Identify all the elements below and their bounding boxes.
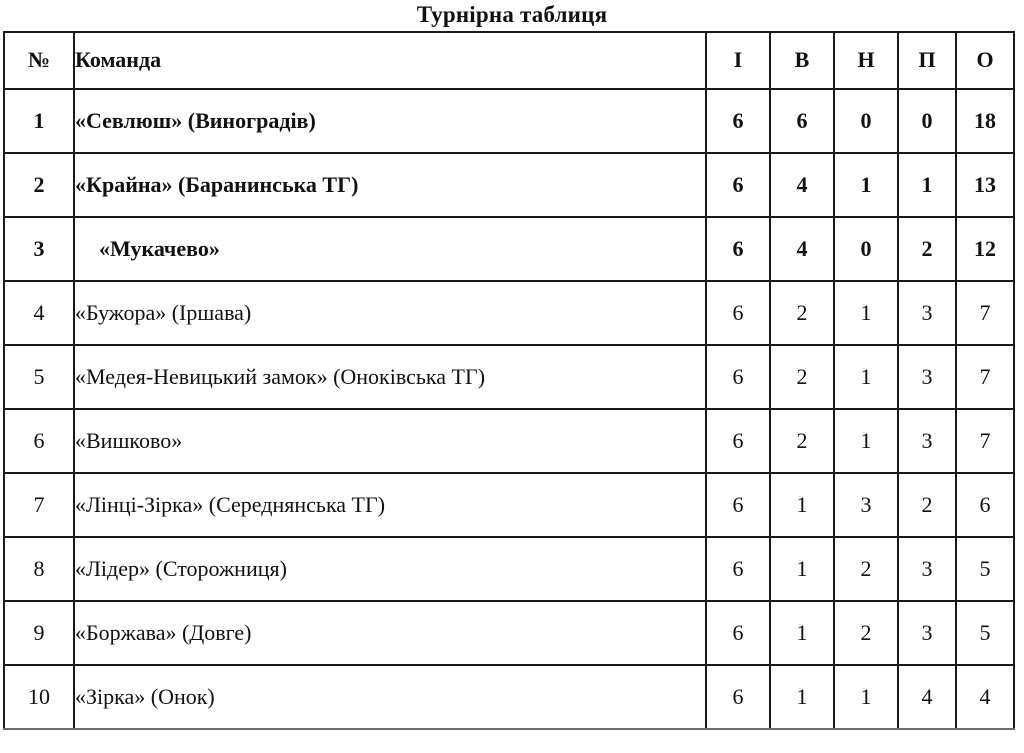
table-row: 6 «Вишково» 6 2 1 3 7 bbox=[3, 408, 1015, 474]
page-title: Турнірна таблиця bbox=[416, 2, 608, 27]
cell-wins: 1 bbox=[769, 664, 835, 730]
cell-rank: 8 bbox=[3, 536, 75, 602]
cell-points: 6 bbox=[955, 472, 1015, 538]
cell-played: 6 bbox=[705, 472, 771, 538]
cell-rank: 7 bbox=[3, 472, 75, 538]
cell-draws: 0 bbox=[833, 216, 899, 282]
cell-points: 5 bbox=[955, 536, 1015, 602]
table-row: 5 «Медея-Невицький замок» (Оноківська ТГ)… bbox=[3, 344, 1015, 410]
cell-points: 7 bbox=[955, 408, 1015, 474]
cell-rank: 10 bbox=[3, 664, 75, 730]
table-row: 7 «Лінці-Зірка» (Середнянська ТГ) 6 1 3 2 6 bbox=[3, 472, 1015, 538]
cell-team: «Севлюш» (Виноградів) bbox=[73, 88, 707, 154]
cell-wins: 2 bbox=[769, 408, 835, 474]
table-row: 3 «Мукачево» 6 4 0 2 12 bbox=[3, 216, 1015, 282]
cell-wins: 4 bbox=[769, 216, 835, 282]
cell-played: 6 bbox=[705, 536, 771, 602]
standings-table-container: № Команда І В Н П О 1 «Севлюш» (Винограді… bbox=[3, 31, 1015, 730]
column-header-points: О bbox=[955, 31, 1015, 90]
cell-losses: 3 bbox=[897, 600, 957, 666]
cell-losses: 4 bbox=[897, 664, 957, 730]
cell-rank: 6 bbox=[3, 408, 75, 474]
table-row: 10 «Зірка» (Онок) 6 1 1 4 4 bbox=[3, 664, 1015, 730]
cell-rank: 1 bbox=[3, 88, 75, 154]
cell-draws: 0 bbox=[833, 88, 899, 154]
cell-points: 7 bbox=[955, 344, 1015, 410]
cell-points: 4 bbox=[955, 664, 1015, 730]
cell-losses: 2 bbox=[897, 216, 957, 282]
cell-points: 7 bbox=[955, 280, 1015, 346]
cell-team: «Лінці-Зірка» (Середнянська ТГ) bbox=[73, 472, 707, 538]
cell-points: 5 bbox=[955, 600, 1015, 666]
cell-losses: 0 bbox=[897, 88, 957, 154]
cell-losses: 3 bbox=[897, 280, 957, 346]
cell-played: 6 bbox=[705, 152, 771, 218]
table-row: 9 «Боржава» (Довге) 6 1 2 3 5 bbox=[3, 600, 1015, 666]
column-header-wins: В bbox=[769, 31, 835, 90]
cell-played: 6 bbox=[705, 408, 771, 474]
cell-points: 13 bbox=[955, 152, 1015, 218]
column-header-played: І bbox=[705, 31, 771, 90]
cell-played: 6 bbox=[705, 600, 771, 666]
cell-wins: 1 bbox=[769, 600, 835, 666]
cell-team: «Крайна» (Баранинська ТГ) bbox=[73, 152, 707, 218]
cell-rank: 9 bbox=[3, 600, 75, 666]
table-row: 2 «Крайна» (Баранинська ТГ) 6 4 1 1 13 bbox=[3, 152, 1015, 218]
cell-losses: 3 bbox=[897, 408, 957, 474]
cell-losses: 3 bbox=[897, 536, 957, 602]
standings-table: № Команда І В Н П О 1 «Севлюш» (Винограді… bbox=[3, 31, 1015, 730]
cell-team: «Бужора» (Іршава) bbox=[73, 280, 707, 346]
cell-wins: 1 bbox=[769, 536, 835, 602]
cell-losses: 1 bbox=[897, 152, 957, 218]
cell-team: «Медея-Невицький замок» (Оноківська ТГ) bbox=[73, 344, 707, 410]
cell-draws: 2 bbox=[833, 536, 899, 602]
cell-losses: 2 bbox=[897, 472, 957, 538]
column-header-losses: П bbox=[897, 31, 957, 90]
cell-team: «Зірка» (Онок) bbox=[73, 664, 707, 730]
cell-wins: 2 bbox=[769, 344, 835, 410]
cell-wins: 6 bbox=[769, 88, 835, 154]
column-header-team: Команда bbox=[73, 31, 707, 90]
cell-rank: 2 bbox=[3, 152, 75, 218]
cell-points: 12 bbox=[955, 216, 1015, 282]
cell-draws: 1 bbox=[833, 280, 899, 346]
cell-wins: 2 bbox=[769, 280, 835, 346]
header-row: № Команда І В Н П О bbox=[3, 31, 1015, 90]
cell-wins: 4 bbox=[769, 152, 835, 218]
cell-draws: 1 bbox=[833, 152, 899, 218]
cell-points: 18 bbox=[955, 88, 1015, 154]
cell-draws: 1 bbox=[833, 408, 899, 474]
cell-draws: 3 bbox=[833, 472, 899, 538]
table-body: 1 «Севлюш» (Виноградів) 6 6 0 0 18 2 «Крайна» (Б… bbox=[3, 88, 1015, 730]
cell-draws: 1 bbox=[833, 344, 899, 410]
cell-rank: 4 bbox=[3, 280, 75, 346]
cell-played: 6 bbox=[705, 664, 771, 730]
cell-team: «Вишково» bbox=[73, 408, 707, 474]
cell-played: 6 bbox=[705, 216, 771, 282]
cell-team: «Мукачево» bbox=[73, 216, 707, 282]
cell-played: 6 bbox=[705, 344, 771, 410]
cell-losses: 3 bbox=[897, 344, 957, 410]
cell-played: 6 bbox=[705, 88, 771, 154]
column-header-draws: Н bbox=[833, 31, 899, 90]
cell-draws: 2 bbox=[833, 600, 899, 666]
cell-rank: 5 bbox=[3, 344, 75, 410]
cell-played: 6 bbox=[705, 280, 771, 346]
table-row: 1 «Севлюш» (Виноградів) 6 6 0 0 18 bbox=[3, 88, 1015, 154]
table-row: 8 «Лідер» (Сторожниця) 6 1 2 3 5 bbox=[3, 536, 1015, 602]
cell-rank: 3 bbox=[3, 216, 75, 282]
table-header: № Команда І В Н П О bbox=[3, 31, 1015, 90]
column-header-rank: № bbox=[3, 31, 75, 90]
table-row: 4 «Бужора» (Іршава) 6 2 1 3 7 bbox=[3, 280, 1015, 346]
cell-draws: 1 bbox=[833, 664, 899, 730]
cell-team: «Боржава» (Довге) bbox=[73, 600, 707, 666]
cell-team: «Лідер» (Сторожниця) bbox=[73, 536, 707, 602]
cell-wins: 1 bbox=[769, 472, 835, 538]
